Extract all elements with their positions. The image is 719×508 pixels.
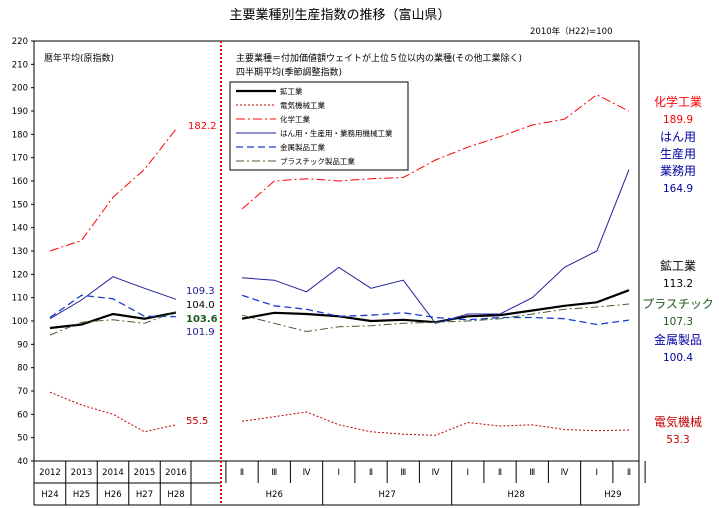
- y-tick-label: 150: [12, 200, 28, 210]
- legend-label: 化学工業: [280, 114, 310, 124]
- x-tick-label-quarter: Ⅱ: [627, 468, 631, 478]
- right-series-name: 業務用: [660, 164, 696, 178]
- right-series-value: 53.3: [666, 434, 689, 446]
- series-lines: [49, 94, 630, 436]
- right-series-name: 生産用: [660, 146, 696, 161]
- legend-label: プラスチック製品工業: [280, 156, 355, 166]
- x-tick-label-quarter: Ⅳ: [303, 468, 311, 478]
- annual-end-labels: 182.2 109.3 104.0 103.6 101.9 55.5: [186, 121, 218, 427]
- right-series-name: 電気機械: [654, 414, 702, 429]
- y-tick-label: 210: [12, 60, 28, 70]
- y-tick-label: 190: [12, 107, 28, 117]
- x-tick-label-quarter: Ⅱ: [240, 468, 244, 478]
- x-tick-label-quarter: Ⅳ: [561, 468, 569, 478]
- y-tick-label: 200: [12, 84, 28, 94]
- series-line-annual: [49, 294, 177, 319]
- legend-box: [229, 81, 409, 171]
- x-tick-label-era: H24: [41, 490, 58, 500]
- annual-end-value-label: 103.6: [186, 314, 218, 325]
- series-line-quarterly: [241, 169, 630, 324]
- x-tick-label-fiscal-year: H29: [604, 490, 621, 500]
- x-tick-label-fiscal-year: H26: [266, 490, 283, 500]
- series-line-quarterly: [241, 289, 630, 324]
- legend-label: はん用・生産用・業務用機械工業: [280, 128, 393, 138]
- annual-end-value-label: 101.9: [186, 327, 215, 338]
- legend-label: 電気機械工業: [280, 100, 325, 110]
- legend-label: 鉱工業: [280, 86, 303, 96]
- x-tick-label-year: 2012: [39, 468, 61, 478]
- chart-title: 主要業種別生産指数の推移（富山県）: [229, 7, 450, 23]
- legend: 鉱工業電気機械工業化学工業はん用・生産用・業務用機械工業金属製品工業プラスチック…: [236, 86, 393, 166]
- x-tick-label-fiscal-year: H27: [379, 490, 396, 500]
- series-line-annual: [49, 276, 177, 320]
- y-tick-label: 160: [12, 177, 28, 187]
- x-tick-label-quarter: Ⅱ: [369, 468, 373, 478]
- right-series-name: 金属製品: [654, 332, 702, 347]
- y-tick-label: 120: [12, 270, 28, 280]
- y-tick-label: 220: [12, 37, 28, 47]
- right-series-value: 164.9: [663, 183, 693, 195]
- y-tick-label: 140: [12, 224, 28, 234]
- x-tick-label-quarter: Ⅰ: [466, 468, 469, 478]
- y-tick-label: 130: [12, 247, 28, 257]
- right-series-value: 100.4: [663, 352, 693, 364]
- x-tick-label-year: 2014: [102, 468, 124, 478]
- base-note: 2010年（H22)=100: [530, 26, 613, 37]
- right-series-name: 鉱工業: [660, 258, 696, 273]
- x-tick-label-quarter: Ⅲ: [400, 468, 406, 478]
- x-axis: 2012 H24 2013 H25 2014 H26 2015 H27 2016 H28 Ⅱ Ⅲ Ⅳ Ⅰ Ⅱ…: [33, 461, 646, 506]
- y-tick-label: 170: [12, 154, 28, 164]
- x-tick-label-quarter: Ⅰ: [595, 468, 598, 478]
- annual-end-value-label: 104.0: [186, 300, 215, 311]
- right-panel-note-2: 四半期平均(季節調整指数): [236, 66, 342, 78]
- series-line-annual: [49, 128, 177, 252]
- right-series-name: はん用: [660, 130, 696, 144]
- annual-end-value-label: 182.2: [188, 121, 217, 132]
- y-tick-label: 40: [17, 457, 28, 467]
- y-tick-label: 70: [17, 387, 28, 397]
- series-line-annual: [49, 391, 177, 433]
- x-tick-label-year: 2015: [134, 468, 156, 478]
- y-tick-label: 90: [17, 340, 28, 350]
- y-tick-label: 50: [17, 434, 28, 444]
- series-line-quarterly: [241, 303, 630, 333]
- series-line-quarterly: [241, 294, 630, 326]
- right-series-name: 化学工業: [654, 94, 702, 109]
- series-line-quarterly: [241, 94, 630, 210]
- x-tick-label-quarter: Ⅳ: [432, 468, 440, 478]
- y-tick-label: 60: [17, 410, 28, 420]
- annual-end-value-label: 55.5: [186, 416, 208, 427]
- left-panel-note: 暦年平均(原指数): [44, 52, 114, 64]
- x-tick-label-quarter: Ⅰ: [337, 468, 340, 478]
- x-tick-label-era: H28: [167, 490, 184, 500]
- x-tick-label-year: 2016: [165, 468, 187, 478]
- x-tick-label-fiscal-year: H28: [508, 490, 525, 500]
- right-series-value: 189.9: [663, 114, 693, 126]
- x-tick-label-quarter: Ⅲ: [529, 468, 535, 478]
- right-series-name: プラスチック: [642, 297, 714, 311]
- x-tick-label-quarter: Ⅲ: [271, 468, 277, 478]
- y-tick-label: 100: [12, 317, 28, 327]
- x-tick-label-era: H25: [73, 490, 90, 500]
- right-panel-note-1: 主要業種＝付加価値額ウェイトが上位５位以内の業種(その他工業除く): [236, 52, 522, 64]
- legend-label: 金属製品工業: [280, 142, 325, 152]
- series-line-quarterly: [241, 411, 630, 436]
- x-tick-label-quarter: Ⅱ: [498, 468, 502, 478]
- y-tick-label: 110: [12, 294, 28, 304]
- x-tick-label-era: H27: [136, 490, 153, 500]
- x-tick-label-era: H26: [104, 490, 121, 500]
- series-line-annual: [49, 311, 177, 336]
- x-tick-label-year: 2013: [71, 468, 93, 478]
- y-tick-label: 180: [12, 130, 28, 140]
- right-series-value: 113.2: [663, 278, 693, 290]
- y-tick-label: 80: [17, 364, 28, 374]
- annual-end-value-label: 109.3: [186, 286, 215, 297]
- right-series-value: 107.3: [663, 316, 693, 328]
- y-axis: 40 50 60 70 80 90 100 110 120 130 140 150 160 170 180 1…: [12, 37, 34, 467]
